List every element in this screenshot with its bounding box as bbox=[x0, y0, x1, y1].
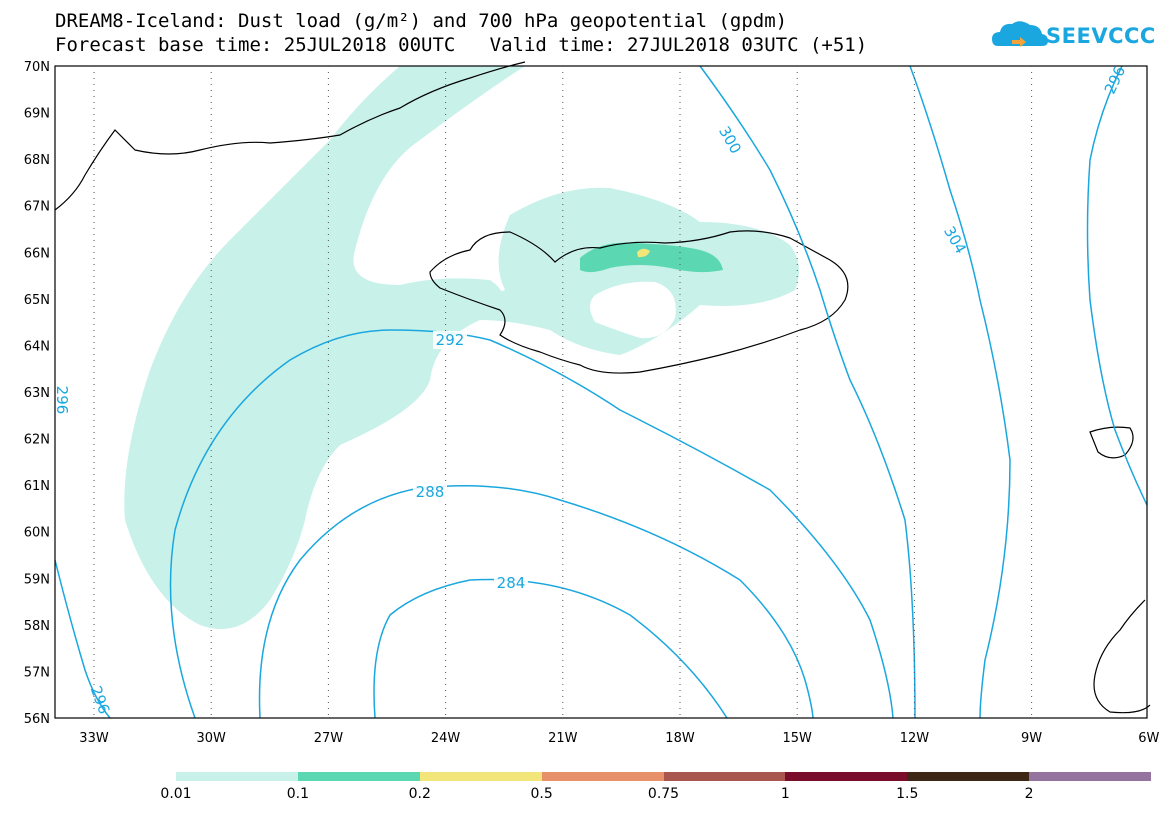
contour-label-bg bbox=[494, 574, 528, 592]
longitude-label: 30W bbox=[196, 731, 226, 746]
coastlines bbox=[54, 61, 1151, 714]
latitude-label: 63N bbox=[24, 386, 50, 401]
legend-swatch bbox=[297, 772, 420, 781]
iceland-coast bbox=[429, 230, 849, 374]
dust-clear-area bbox=[590, 281, 676, 339]
dust-spot bbox=[637, 248, 650, 258]
contour-296-north bbox=[699, 65, 916, 719]
contour-label: 292 bbox=[436, 331, 465, 349]
contour-label: 296 bbox=[87, 683, 114, 716]
contour-label: 288 bbox=[416, 483, 445, 501]
latitude-label: 70N bbox=[24, 60, 50, 75]
cloud-logo-icon bbox=[992, 21, 1048, 47]
contour-label-bg bbox=[413, 483, 447, 501]
legend-label: 0.75 bbox=[647, 786, 680, 802]
legend-colorbar bbox=[176, 772, 1151, 781]
geopotential-contours bbox=[54, 65, 1148, 719]
contour-284 bbox=[373, 578, 728, 719]
contour-296-south bbox=[54, 559, 111, 719]
latitude-label: 67N bbox=[24, 200, 50, 215]
latitude-label: 56N bbox=[24, 712, 50, 727]
legend-swatch bbox=[176, 772, 298, 781]
legend-label: 0.5 bbox=[530, 786, 553, 802]
longitude-label: 12W bbox=[900, 731, 930, 746]
contour-label: 296 bbox=[53, 386, 71, 415]
legend-label: 1 bbox=[780, 786, 790, 802]
dust-plume-iceland bbox=[477, 187, 799, 355]
latitude-label: 58N bbox=[24, 619, 50, 634]
legend-swatch bbox=[663, 772, 786, 781]
contour-304 bbox=[1086, 65, 1148, 506]
greenland-coast bbox=[54, 61, 526, 211]
latitude-label: 66N bbox=[24, 246, 50, 261]
contour-292 bbox=[169, 329, 894, 719]
dust-plume-west bbox=[124, 66, 526, 630]
contour-label-bg bbox=[433, 331, 467, 349]
legend-label: 0.1 bbox=[286, 786, 310, 802]
longitude-label: 24W bbox=[431, 731, 461, 746]
contour-label: 284 bbox=[497, 574, 526, 592]
map-subtitle: Forecast base time: 25JUL2018 00UTC Vali… bbox=[55, 34, 868, 56]
contour-300 bbox=[909, 65, 1011, 719]
map-frame bbox=[54, 65, 1148, 719]
latitude-label: 59N bbox=[24, 572, 50, 587]
logo-text: SEEVCCC bbox=[1046, 24, 1156, 48]
longitude-label: 9W bbox=[1021, 731, 1042, 746]
longitude-label: 6W bbox=[1138, 731, 1159, 746]
latitude-label: 65N bbox=[24, 293, 50, 308]
legend-label: 0.2 bbox=[408, 786, 431, 802]
latitude-labels: 70N 69N 68N 67N 66N 65N 64N 63N 62N 61N 60N 59N 58N 5… bbox=[24, 60, 50, 727]
latitude-label: 68N bbox=[24, 153, 50, 168]
latitude-label: 69N bbox=[24, 107, 50, 122]
faroe-islands-coast bbox=[1089, 426, 1134, 459]
longitude-label: 15W bbox=[782, 731, 812, 746]
legend-swatch bbox=[785, 772, 908, 781]
latitude-label: 64N bbox=[24, 339, 50, 354]
dust-load-shading bbox=[124, 66, 799, 630]
latitude-label: 62N bbox=[24, 433, 50, 448]
contour-288 bbox=[258, 485, 814, 719]
map-title: DREAM8-Iceland: Dust load (g/m²) and 700… bbox=[55, 10, 788, 32]
legend-swatch bbox=[541, 772, 664, 781]
longitude-label: 18W bbox=[665, 731, 695, 746]
legend-swatch bbox=[419, 772, 542, 781]
legend-swatch bbox=[1029, 772, 1151, 781]
legend-label: 0.01 bbox=[160, 786, 192, 802]
legend-label: 1.5 bbox=[896, 786, 919, 802]
dust-band-north bbox=[580, 242, 723, 273]
longitude-label: 33W bbox=[79, 731, 109, 746]
latitude-label: 61N bbox=[24, 479, 50, 494]
longitude-labels: 33W 30W 27W 24W 21W 18W 15W 12W 9W 6W bbox=[79, 731, 1159, 746]
longitude-label: 21W bbox=[548, 731, 578, 746]
legend-label: 2 bbox=[1024, 786, 1034, 802]
scotland-coast bbox=[1093, 599, 1151, 714]
graticule bbox=[93, 66, 1033, 718]
latitude-label: 60N bbox=[24, 526, 50, 541]
legend-swatch bbox=[907, 772, 1030, 781]
longitude-label: 27W bbox=[314, 731, 344, 746]
latitude-label: 57N bbox=[24, 665, 50, 680]
